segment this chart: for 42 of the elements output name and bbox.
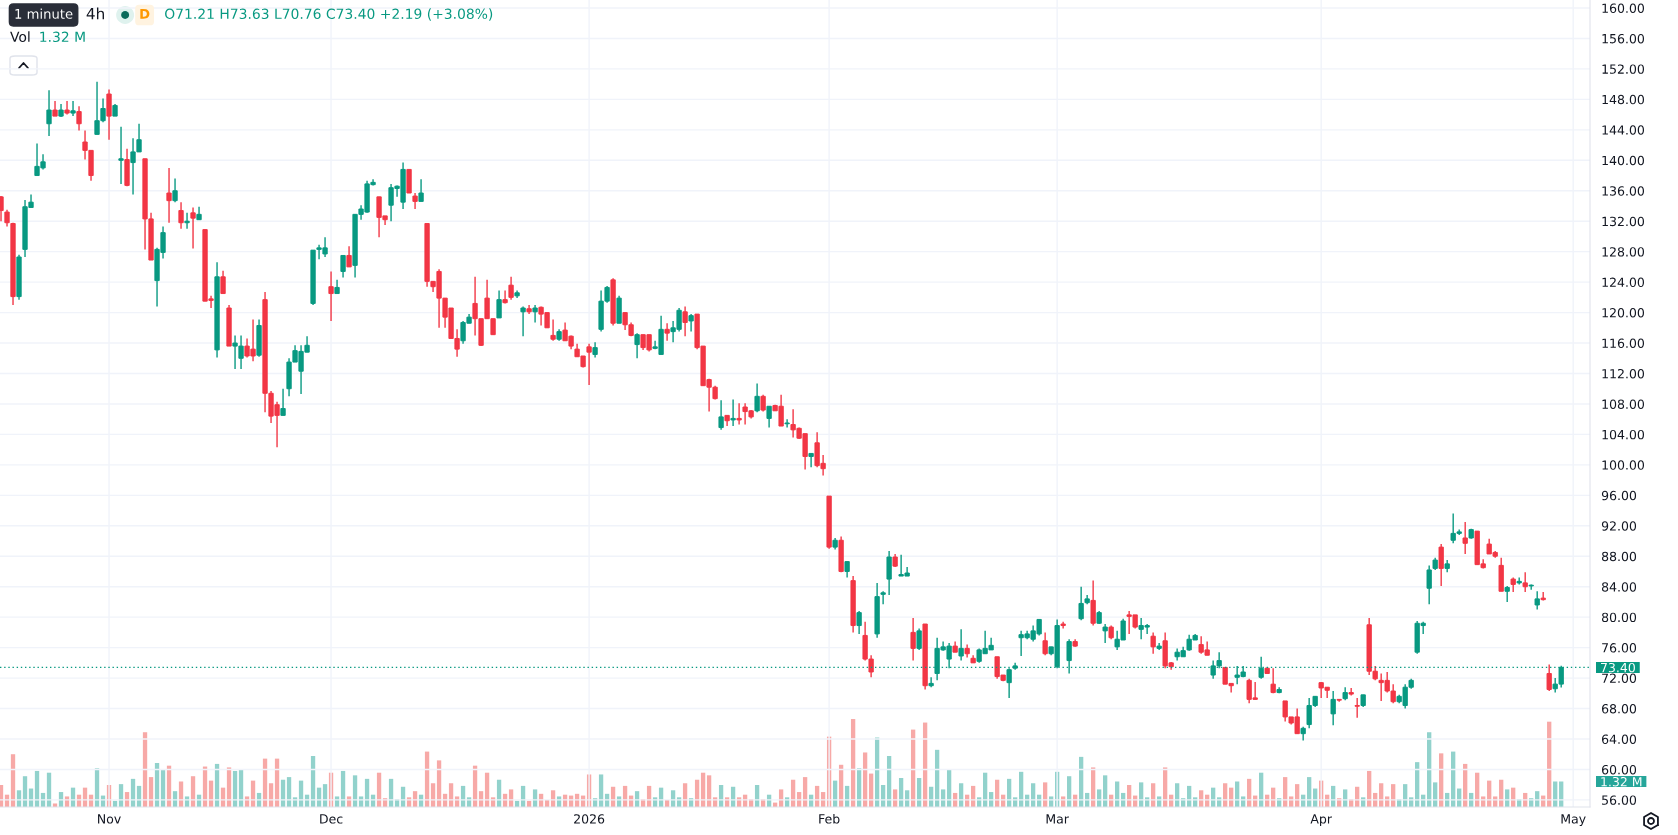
y-tick-label: 96.00 (1601, 490, 1637, 501)
x-tick-label: Apr (1310, 814, 1332, 827)
x-tick-label: Mar (1046, 814, 1069, 824)
x-tick-label: Nov (98, 814, 121, 824)
y-tick-label: 148.00 (1602, 94, 1645, 105)
y-tick-label: 156.00 (1602, 33, 1645, 44)
y-tick-label: 124.00 (1602, 277, 1645, 288)
y-tick-label: 100.00 (1602, 460, 1645, 470)
y-tick-label: 80.00 (1601, 612, 1637, 623)
ref-line-label: 73.40 (1601, 662, 1635, 673)
x-tick-label: Dec (320, 814, 343, 824)
annotation: 1.32 M (40, 31, 85, 43)
y-tick-label: 112.00 (1602, 368, 1645, 379)
y-tick-label: 84.00 (1601, 582, 1637, 592)
x-tick-label: 2026 (574, 814, 605, 824)
y-tick-label: 76.00 (1602, 643, 1637, 653)
y-tick-label: 136.00 (1602, 186, 1645, 196)
y-tick-label: 92.00 (1601, 521, 1637, 531)
y-tick-label: 108.00 (1602, 399, 1645, 409)
y-tick-label: 60.00 (1601, 764, 1637, 775)
y-tick-label: 132.00 (1602, 216, 1645, 227)
y-tick-label: 160.00 (1602, 3, 1645, 13)
y-tick-label: 120.00 (1602, 308, 1645, 318)
y-tick-label: 152.00 (1602, 64, 1645, 74)
chart-title: Vol (10, 31, 30, 43)
y-tick-label: 104.00 (1602, 429, 1645, 440)
annotation: D (140, 9, 150, 19)
y-tick-label: 68.00 (1601, 704, 1637, 714)
y-tick-label: 116.00 (1602, 338, 1645, 348)
annotation: 1 minute (15, 8, 73, 19)
text: 1.32 M (1601, 776, 1642, 787)
y-tick-label: 56.00 (1602, 795, 1637, 805)
y-tick-label: 144.00 (1602, 125, 1645, 135)
annotation: O71.21 H73.63 L70.76 C73.40 +2.19 (+3.08%) (165, 8, 493, 21)
y-tick-label: 128.00 (1602, 247, 1645, 257)
x-tick-label: May (1561, 814, 1586, 827)
y-tick-label: 88.00 (1601, 551, 1637, 562)
chart-title: 4h (86, 7, 104, 20)
x-tick-label: Feb (819, 813, 840, 824)
y-tick-label: 64.00 (1601, 734, 1637, 744)
y-tick-label: 140.00 (1602, 155, 1645, 166)
y-tick-label: 72.00 (1602, 673, 1637, 684)
